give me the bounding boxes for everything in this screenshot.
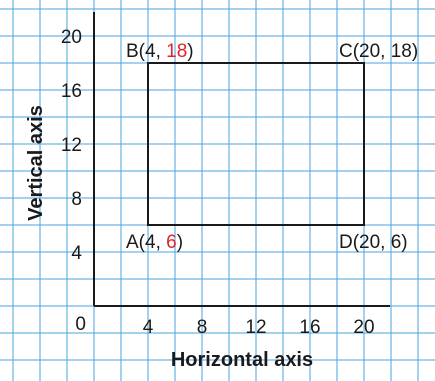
y-tick-label: 8: [71, 189, 82, 210]
y-tick-label: 20: [61, 27, 82, 48]
x-tick-label: 12: [245, 317, 266, 338]
point-label-b: B(4, 18): [126, 41, 194, 62]
x-tick-label: 4: [143, 317, 154, 338]
rectangle-outline: [147, 62, 365, 226]
point-labels: A(4, 6) B(4, 18) C(20, 18) D(20, 6): [126, 41, 418, 253]
axes: [93, 12, 390, 307]
y-axis-title: Vertical axis: [25, 105, 47, 221]
x-tick-label: 8: [197, 317, 208, 338]
y-tick-label: 16: [61, 81, 82, 102]
point-label-d: D(20, 6): [339, 232, 408, 253]
x-tick-label: 20: [353, 317, 374, 338]
tick-labels: 0 4 8 12 16 20 4 8 12 16 20: [61, 27, 375, 338]
y-tick-label: 12: [61, 135, 82, 156]
point-label-c: C(20, 18): [339, 41, 418, 62]
rectangle-abcd: [147, 62, 365, 226]
y-tick-label: 4: [71, 243, 82, 264]
axis-titles: Horizontal axis Vertical axis: [25, 105, 313, 371]
origin-label: 0: [75, 314, 86, 335]
point-label-a: A(4, 6): [126, 232, 183, 253]
x-tick-label: 16: [299, 317, 320, 338]
x-axis-title: Horizontal axis: [171, 349, 313, 371]
